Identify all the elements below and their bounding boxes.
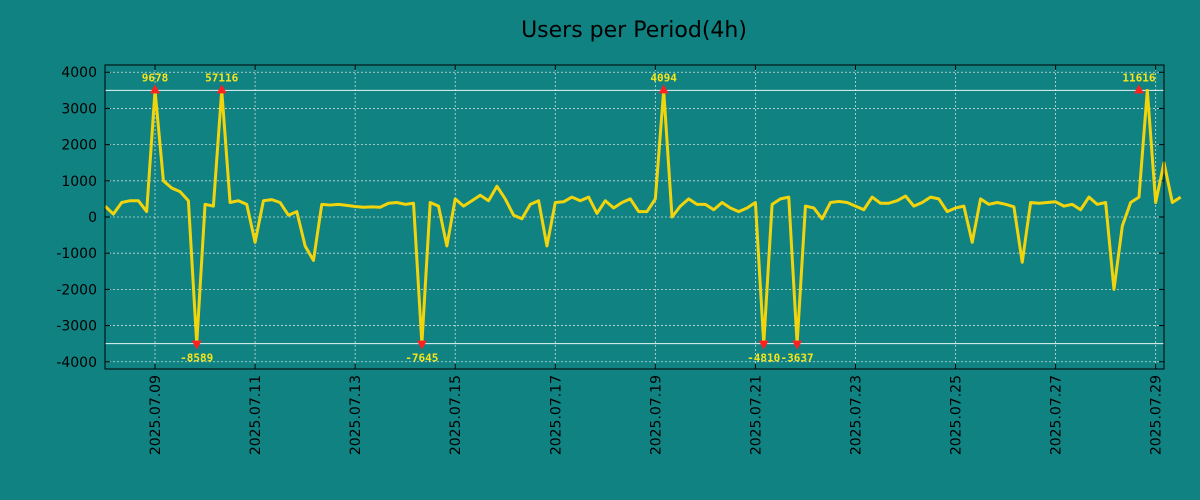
annotation-label: 9678 — [142, 71, 169, 84]
x-tick-label: 2025.07.27 — [1049, 375, 1065, 455]
y-tick-label: 0 — [88, 210, 97, 226]
chart-title: Users per Period(4h) — [521, 18, 747, 43]
grid-lines — [105, 65, 1164, 369]
annotation-label: 4094 — [650, 71, 677, 84]
x-tick-label: 2025.07.29 — [1149, 375, 1165, 455]
y-tick-label: -1000 — [56, 246, 97, 262]
x-tick-label: 2025.07.17 — [548, 375, 564, 455]
annotation-marker — [416, 340, 427, 350]
x-tick-label: 2025.07.09 — [148, 375, 164, 455]
annotation-label: -8589 — [180, 352, 213, 365]
x-tick-label: 2025.07.11 — [248, 375, 264, 455]
annotation-label: 57116 — [205, 71, 238, 84]
annotation-label: 11616 — [1122, 71, 1155, 84]
annotation-label: -4810 — [747, 352, 780, 365]
series-line-users — [103, 88, 1182, 346]
y-tick-label: -4000 — [56, 355, 97, 371]
x-tick-label: 2025.07.13 — [348, 375, 364, 455]
y-tick-label: 4000 — [61, 65, 97, 81]
plot-frame — [104, 64, 1165, 370]
annotation-marker — [1133, 84, 1144, 94]
annotation-marker — [191, 340, 202, 350]
threshold-lines — [105, 89, 1164, 345]
y-tick-label: -2000 — [56, 282, 97, 298]
annotation-marker — [216, 84, 227, 94]
annotation-marker — [792, 340, 803, 350]
y-axis-ticks: 4000 3000 2000 1000 0 -1000 -2000 -3000 -4000 — [56, 65, 1164, 371]
y-tick-label: -3000 — [56, 319, 97, 335]
y-tick-label: 2000 — [61, 138, 97, 154]
x-tick-label: 2025.07.21 — [748, 375, 764, 455]
annotation-label: -7645 — [405, 352, 438, 365]
x-tick-label: 2025.07.15 — [448, 375, 464, 455]
y-tick-label: 3000 — [61, 101, 97, 117]
x-axis-ticks: 2025.07.09 2025.07.11 2025.07.13 2025.07.15… — [148, 65, 1165, 455]
annotation-marker — [150, 84, 161, 94]
x-tick-label: 2025.07.23 — [848, 375, 864, 455]
annotation-marker — [658, 84, 669, 94]
annotation-marker — [758, 340, 769, 350]
annotation-label: -3637 — [781, 352, 814, 365]
x-tick-label: 2025.07.25 — [949, 375, 965, 455]
annotations: 9678 57116 4094 11616 -8589 -7645 -4810 -3637 — [142, 71, 1156, 364]
x-tick-label: 2025.07.19 — [648, 375, 664, 455]
y-tick-label: 1000 — [61, 174, 97, 190]
